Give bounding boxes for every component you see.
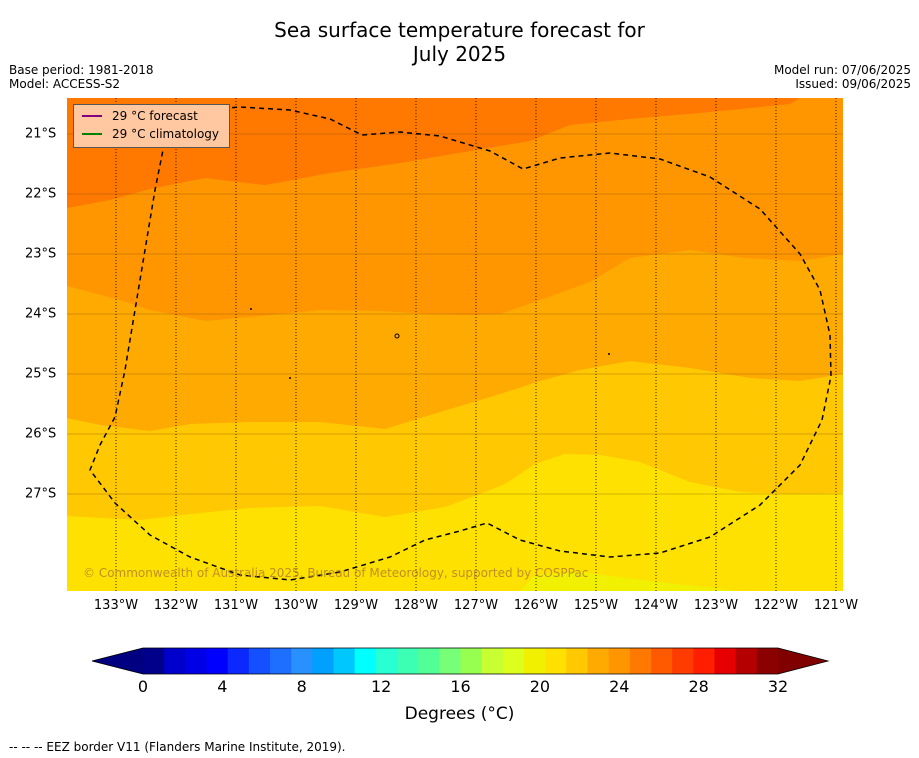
colorbar-cell [629,648,652,674]
graticule [67,98,843,591]
colorbar-cell [608,648,631,674]
forecast-swatch [82,115,102,117]
island-marker [250,308,252,310]
colorbar-tick-label: 20 [529,677,551,696]
colorbar [91,647,830,675]
colorbar-cell [248,648,271,674]
legend-box: 29 °C forecast 29 °C climatology [73,104,230,148]
colorbar-cell [270,648,292,674]
colorbar-cell [756,648,779,674]
longitude-label: 129°W [333,598,379,613]
latitude-label: 23°S [25,246,57,262]
map-title: Sea surface temperature forecast for Jul… [0,18,919,66]
model-run: Model run: 07/06/2025 [773,63,911,77]
island-marker [289,377,291,379]
latitude-label: 21°S [25,126,57,142]
colorbar-cell [566,648,588,674]
colorbar-cell [333,648,356,674]
longitude-label: 123°W [693,598,739,613]
colorbar-under-arrow [92,648,143,674]
longitude-label: 125°W [573,598,619,613]
latitude-label: 27°S [25,486,57,502]
colorbar-tick-label: 0 [137,677,149,696]
longitude-label: 132°W [153,598,199,613]
colorbar-outline [91,647,830,675]
band-22 [520,572,740,591]
legend-climatology: 29 °C climatology [82,126,219,142]
colorbar-cell [227,648,250,674]
forecast-label: 29 °C forecast [112,109,198,123]
island-marker [608,353,610,355]
colorbar-cell [312,648,334,674]
colorbar-cell [143,648,165,674]
colorbar-cell [439,648,461,674]
colorbar-title: Degrees (°C) [404,704,515,724]
meta-left: Base period: 1981-2018 Model: ACCESS-S2 [9,63,154,91]
colorbar-cell [418,648,440,674]
colorbar-tick-label: 32 [767,677,789,696]
colorbar-cell [587,648,610,674]
model-name: Model: ACCESS-S2 [9,77,121,91]
colorbar-cell [672,648,694,674]
latitude-label: 22°S [25,186,57,202]
title-line-1: Sea surface temperature forecast for [274,18,645,42]
colorbar-cell [185,648,207,674]
climatology-swatch [82,133,102,135]
colorbar-over-arrow [778,648,828,674]
latitude-label: 25°S [25,366,57,382]
temperature-field [67,98,843,591]
colorbar-tick-label: 28 [688,677,709,696]
colorbar-cell [693,648,715,674]
legend-forecast: 29 °C forecast [82,108,198,124]
footnote: -- -- -- EEZ border V11 (Flanders Marine… [9,740,346,754]
colorbar-cell [354,648,377,674]
island-marker [394,333,400,339]
band-27 [67,98,800,208]
colorbar-tick-label: 16 [450,677,471,696]
latitude-label: 24°S [25,306,57,322]
issued-date: Issued: 09/06/2025 [795,77,911,91]
base-period: Base period: 1981-2018 [9,63,154,77]
longitude-label: 128°W [393,598,439,613]
colorbar-cell [714,648,737,674]
colorbar-tick-label: 4 [217,677,228,696]
longitude-label: 133°W [93,598,139,613]
colorbar-cell [460,648,483,674]
longitude-label: 130°W [273,598,319,613]
colorbar-cell [164,648,186,674]
copyright-notice: © Commonwealth of Australia 2025, Bureau… [83,566,589,580]
climatology-label: 29 °C climatology [112,127,220,141]
colorbar-cell [206,648,229,674]
colorbar-cell [397,648,419,674]
colorbar-cell [502,648,525,674]
colorbar-cell [524,648,546,674]
colorbar-cell [291,648,313,674]
longitude-label: 126°W [513,598,559,613]
colorbar-cell [481,648,504,674]
meta-right: Model run: 07/06/2025 Issued: 09/06/2025 [774,63,911,91]
longitude-label: 122°W [753,598,799,613]
colorbar-tick-label: 8 [296,677,307,696]
colorbar-cell [651,648,673,674]
longitude-label: 131°W [213,598,259,613]
latitude-label: 26°S [25,426,57,442]
longitude-label: 124°W [633,598,679,613]
colorbar-cell [545,648,567,674]
longitude-label: 127°W [453,598,499,613]
colorbar-cell [735,648,758,674]
longitude-label: 121°W [813,598,859,613]
colorbar-tick-label: 12 [370,677,392,696]
colorbar-tick-label: 24 [609,677,630,696]
title-line-2: July 2025 [412,42,507,66]
colorbar-cell [375,648,398,674]
